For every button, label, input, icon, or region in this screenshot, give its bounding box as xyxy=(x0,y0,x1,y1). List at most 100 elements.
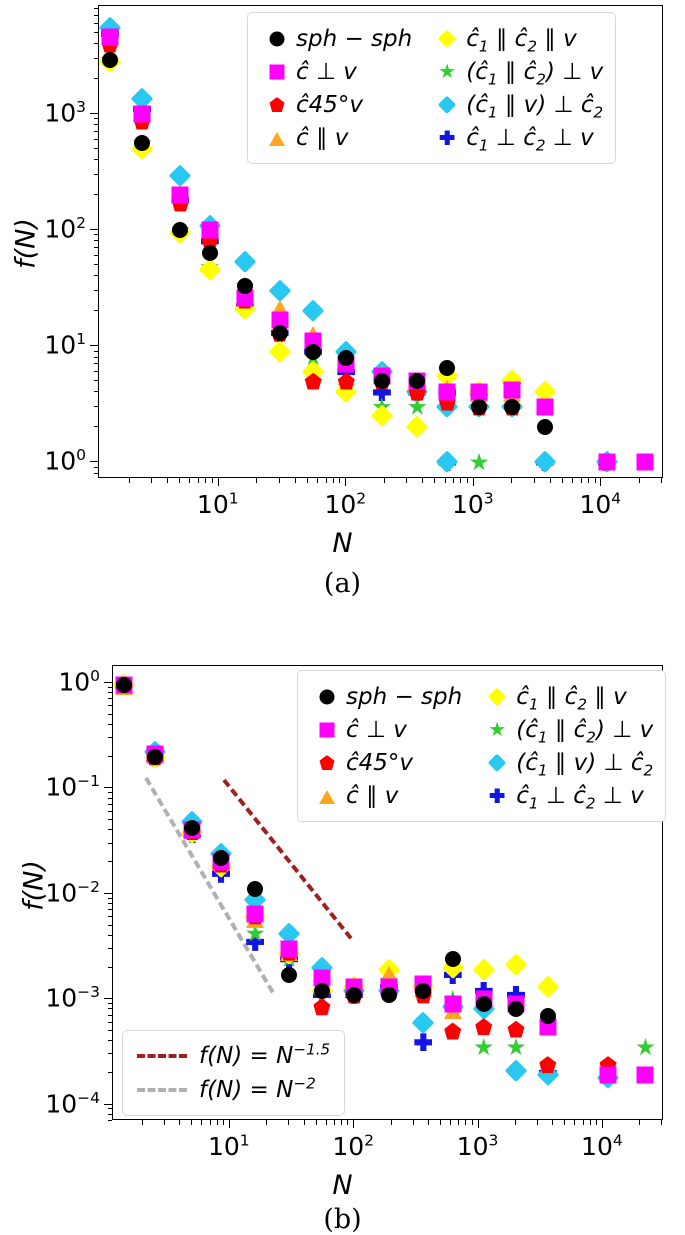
legend-line-label-n2: f(N) = N−2 xyxy=(199,1074,316,1103)
legend-item-c1c2v[interactable]: ĉ1 ∥ ĉ2 ∥ v xyxy=(480,680,653,713)
data-point-allperp xyxy=(470,383,489,402)
y-tick-minor xyxy=(93,254,98,256)
marker-square xyxy=(269,64,285,79)
y-tick-minor xyxy=(93,391,98,393)
y-tick-minor xyxy=(93,124,98,126)
data-point-c1vperp xyxy=(441,995,465,1019)
panel-label-a: (a) xyxy=(323,568,362,599)
data-point-cperp xyxy=(236,289,254,307)
legend-item-c1vperp[interactable]: (ĉ1 ∥ v) ⊥ ĉ2 xyxy=(430,88,603,121)
x-tick-minor xyxy=(561,478,563,483)
data-point-cperp xyxy=(101,28,119,46)
data-point-cperp xyxy=(133,105,151,123)
y-tick-label: 100 xyxy=(44,446,86,476)
data-point-c1c2v xyxy=(472,958,496,982)
legend-item-sph[interactable]: sph − sph xyxy=(310,680,462,713)
legend-item-c45[interactable]: ĉ45°v xyxy=(310,746,462,779)
data-point-c1vperp xyxy=(334,339,358,364)
data-point-c45 xyxy=(444,1022,462,1040)
legend-item-c1vperp[interactable]: (ĉ1 ∥ v) ⊥ ĉ2 xyxy=(480,746,653,779)
x-tick-major xyxy=(217,478,219,486)
data-point-c1vperp xyxy=(180,810,204,834)
data-point-sph xyxy=(313,982,330,999)
y-tick-minor xyxy=(107,1071,112,1073)
data-point-c1c2v xyxy=(334,380,358,405)
legend-item-sph[interactable]: sph − sph xyxy=(260,22,412,55)
legend-item-n2[interactable]: f(N) = N−2 xyxy=(137,1073,330,1107)
legend-item-allperp[interactable]: ĉ1 ⊥ ĉ2 ⊥ v xyxy=(480,779,653,812)
x-tick-minor xyxy=(141,1120,143,1125)
data-point-c45 xyxy=(280,943,298,961)
data-point-c45 xyxy=(539,1056,557,1074)
x-tick-minor xyxy=(266,1120,268,1125)
data-point-c1vperp xyxy=(467,395,491,419)
data-point-cpar xyxy=(304,326,323,343)
y-tick-minor xyxy=(107,713,112,715)
x-tick-minor xyxy=(596,1120,598,1125)
data-point-cpar xyxy=(443,1002,462,1019)
legend-item-c1c2v[interactable]: ĉ1 ∥ ĉ2 ∥ v xyxy=(430,22,603,55)
y-tick-major xyxy=(90,345,98,347)
data-point-cperp xyxy=(171,186,189,204)
data-point-c45 xyxy=(101,35,119,53)
data-point-c1c2v xyxy=(441,955,465,980)
marker-plus xyxy=(439,130,455,145)
legend-item-c1c2perp[interactable]: (ĉ1 ∥ ĉ2) ⊥ v xyxy=(430,55,603,88)
x-axis-title-b: N xyxy=(332,1170,353,1201)
legend-item-cperp[interactable]: ĉ ⊥ v xyxy=(310,713,462,746)
data-point-allperp xyxy=(503,372,522,391)
data-point-allperp xyxy=(408,383,427,402)
x-tick-minor xyxy=(533,478,535,483)
legend-label-allperp: ĉ1 ⊥ ĉ2 ⊥ v xyxy=(466,124,594,155)
legend-item-cpar[interactable]: ĉ ∥ v xyxy=(260,121,412,154)
data-point-c45 xyxy=(201,231,219,249)
legend-label-cpar: ĉ ∥ v xyxy=(346,782,399,809)
data-point-allperp xyxy=(414,1033,433,1052)
y-tick-minor xyxy=(93,173,98,175)
data-point-c1vperp xyxy=(268,279,292,303)
data-point-cperp xyxy=(414,975,432,993)
legend-item-cperp[interactable]: ĉ ⊥ v xyxy=(260,55,412,88)
data-point-cperp xyxy=(280,940,298,958)
legend-swatch-c1c2perp xyxy=(480,716,514,744)
y-tick-label: 10−4 xyxy=(45,1088,100,1119)
y-axis-title-b: f(N) xyxy=(18,860,50,911)
data-point-c45 xyxy=(183,823,201,841)
x-tick-minor xyxy=(201,1120,203,1125)
legend-item-n15[interactable]: f(N) = N−1.5 xyxy=(137,1039,330,1073)
data-point-cpar xyxy=(183,822,202,839)
legend-label-c1c2v: ĉ1 ∥ ĉ2 ∥ v xyxy=(466,25,577,56)
legend-item-cpar[interactable]: ĉ ∥ v xyxy=(310,779,462,812)
legend-item-c1c2perp[interactable]: (ĉ1 ∥ ĉ2) ⊥ v xyxy=(480,713,653,746)
data-point-c1vperp xyxy=(472,997,496,1022)
y-tick-minor xyxy=(107,1014,112,1016)
data-point-c45 xyxy=(503,398,521,416)
x-tick-minor xyxy=(189,478,191,483)
y-tick-minor xyxy=(107,897,112,899)
data-point-cperp xyxy=(507,995,525,1013)
legend-item-c45[interactable]: ĉ45°v xyxy=(260,88,412,121)
x-tick-label: 101 xyxy=(207,1131,250,1161)
data-point-cpar xyxy=(438,379,457,396)
y-tick-minor xyxy=(93,240,98,242)
data-point-allperp xyxy=(280,950,299,969)
data-point-cpar xyxy=(414,980,433,997)
data-point-c1c2perp xyxy=(503,397,522,415)
x-tick-minor xyxy=(572,478,574,483)
x-tick-minor xyxy=(434,478,436,483)
data-point-sph xyxy=(201,245,218,262)
x-tick-minor xyxy=(211,478,213,483)
legend-label-sph: sph − sph xyxy=(346,683,463,710)
y-tick-minor xyxy=(93,57,98,59)
data-point-allperp xyxy=(337,363,356,382)
data-point-c1c2v xyxy=(500,369,524,393)
data-point-allperp xyxy=(114,676,133,695)
data-point-sph xyxy=(281,966,298,983)
y-tick-minor xyxy=(93,350,98,352)
x-tick-minor xyxy=(294,478,296,483)
x-tick-minor xyxy=(460,478,462,483)
legend-item-allperp[interactable]: ĉ1 ⊥ ĉ2 ⊥ v xyxy=(430,121,603,154)
data-point-cperp xyxy=(539,1018,557,1036)
x-tick-minor xyxy=(589,1120,591,1125)
y-tick-minor xyxy=(93,118,98,120)
